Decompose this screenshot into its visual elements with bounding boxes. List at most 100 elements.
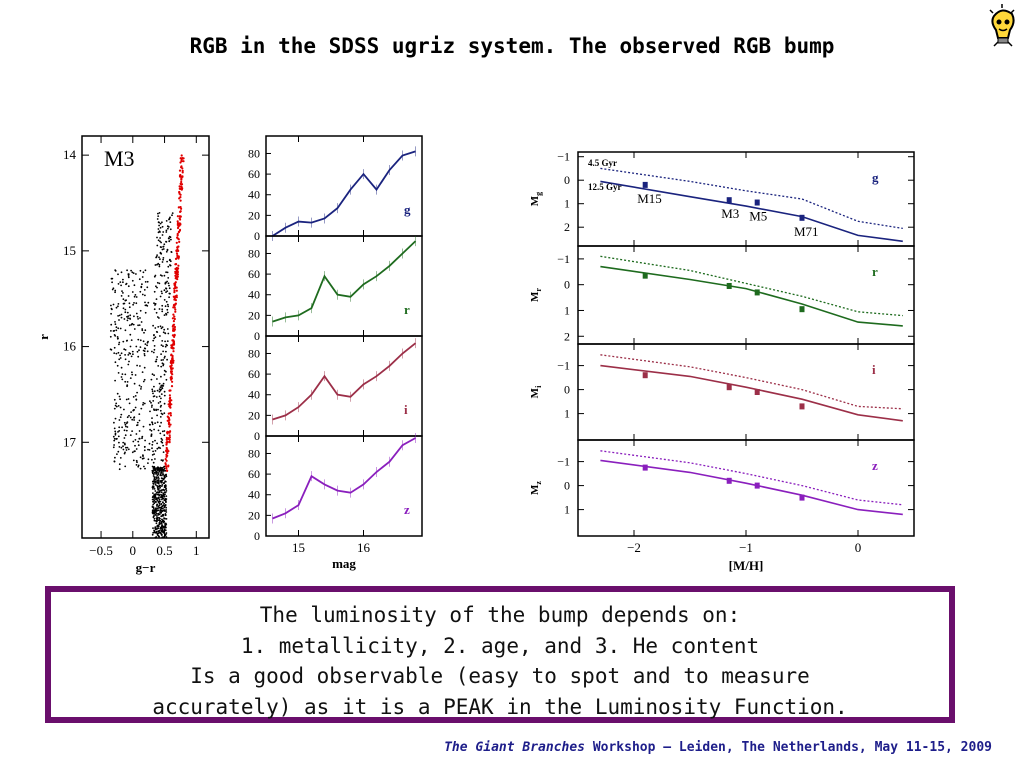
cmd-star-point [156, 493, 158, 496]
rgb-star-point [165, 455, 168, 458]
lf-band-label: g [404, 202, 411, 217]
cmd-star-point [117, 431, 119, 433]
cluster-name: M3 [721, 206, 739, 221]
bump-band-label: g [872, 170, 879, 185]
cmd-star-point [152, 532, 155, 534]
cmd-star-point [152, 475, 155, 477]
cluster-point [799, 494, 805, 501]
cmd-star-point [162, 501, 164, 503]
cmd-star-point [165, 281, 167, 284]
rgb-star-point [168, 394, 171, 397]
cmd-star-point [159, 325, 162, 328]
rgb-star-point [170, 403, 173, 406]
lf-xtick-label: 16 [357, 540, 371, 555]
cmd-star-point [151, 486, 154, 489]
cmd-star-point [165, 250, 168, 253]
rgb-star-point [178, 190, 181, 194]
cmd-star-point [153, 385, 155, 388]
cmd-star-point [160, 459, 163, 461]
cmd-star-point [163, 373, 166, 376]
cmd-star-point [158, 282, 161, 285]
cmd-star-point [123, 421, 126, 424]
bump-panel-g: −1 0 1 2 M15 M3 M5 M71 4.5 Gyr 12.5 Gyr g Mg [529, 150, 915, 247]
cmd-star-point [139, 339, 142, 342]
cmd-star-point [131, 271, 134, 274]
cmd-star-point [121, 378, 124, 381]
rgb-star-point [176, 215, 179, 218]
cmd-star-point [132, 396, 135, 398]
cmd-star-point [141, 329, 144, 332]
cmd-star-point [155, 480, 157, 483]
cmd-star-point [157, 467, 159, 470]
rgb-star-point [177, 224, 180, 227]
cmd-star-point [153, 348, 156, 351]
cmd-star-point [166, 260, 169, 263]
rgb-star-point [178, 185, 181, 188]
cmd-star-point [156, 316, 159, 318]
cmd-star-point [136, 364, 139, 367]
cmd-star-point [113, 407, 116, 410]
lf-panel-r: 0 20 40 60 80 r [248, 235, 423, 343]
lf-curve-i [272, 342, 417, 421]
cmd-star-point [165, 378, 168, 381]
cmd-star-point [141, 328, 144, 330]
cmd-star-point [153, 337, 156, 340]
cmd-ytick-label: 14 [63, 147, 77, 162]
cmd-star-point [143, 366, 146, 369]
cmd-star-point [116, 364, 119, 367]
lf-ytick-label: 0 [254, 329, 260, 343]
rgb-star-point [170, 375, 173, 378]
cmd-star-point [161, 527, 164, 530]
age-curve-dotted [600, 255, 903, 317]
rgb-star-point [179, 187, 182, 190]
cmd-star-point [141, 437, 143, 440]
lf-ytick-label: 20 [248, 508, 260, 522]
cmd-star-point [161, 439, 164, 441]
cmd-star-point [152, 482, 155, 485]
rgb-star-point [178, 228, 182, 231]
cmd-star-point [126, 384, 129, 386]
cmd-star-point [122, 445, 124, 448]
cmd-star-point [165, 506, 168, 509]
cmd-star-point [117, 405, 120, 407]
cmd-star-point [113, 460, 116, 463]
cmd-star-point [162, 488, 165, 491]
cmd-star-point [120, 446, 123, 449]
cmd-star-point [142, 403, 144, 406]
lf-ytick-label: 20 [248, 208, 260, 222]
cmd-star-point [138, 278, 141, 281]
rgb-star-point [165, 438, 168, 441]
lf-band-label: r [404, 302, 410, 317]
cmd-star-point [135, 296, 138, 298]
cmd-star-point [135, 312, 138, 315]
cmd-star-point [127, 448, 130, 451]
cmd-star-point [158, 263, 161, 266]
rgb-star-point [175, 271, 178, 274]
cmd-star-point [157, 365, 160, 367]
cmd-star-point [130, 339, 133, 341]
rgb-star-point [171, 373, 174, 376]
cmd-star-point [161, 261, 164, 263]
cluster-point [642, 272, 648, 279]
cmd-star-point [158, 522, 161, 524]
cmd-star-point [156, 421, 159, 424]
cmd-star-point [119, 327, 122, 330]
rgb-star-point [169, 406, 172, 409]
cmd-star-point [138, 413, 141, 415]
summary-line-2: 1. metallicity, 2. age, and 3. He conten… [240, 633, 760, 658]
cmd-star-point [152, 450, 155, 453]
cmd-star-point [127, 275, 130, 277]
cmd-star-point [162, 359, 165, 361]
cmd-star-point [160, 471, 162, 473]
bump-ytick-label: −1 [557, 252, 570, 266]
cmd-star-point [133, 450, 136, 453]
cmd-star-point [152, 473, 155, 476]
cmd-star-point [120, 366, 123, 369]
cmd-star-point [162, 444, 165, 447]
cmd-star-point [159, 386, 162, 389]
cmd-star-point [164, 491, 167, 494]
cmd-star-point [160, 437, 163, 440]
cmd-star-point [118, 343, 120, 346]
cmd-star-point [161, 308, 164, 311]
cmd-star-point [147, 458, 150, 461]
